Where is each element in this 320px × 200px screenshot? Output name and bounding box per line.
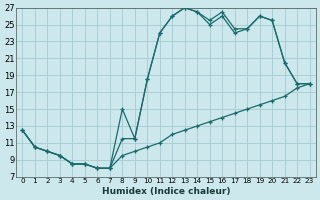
X-axis label: Humidex (Indice chaleur): Humidex (Indice chaleur) <box>102 187 230 196</box>
